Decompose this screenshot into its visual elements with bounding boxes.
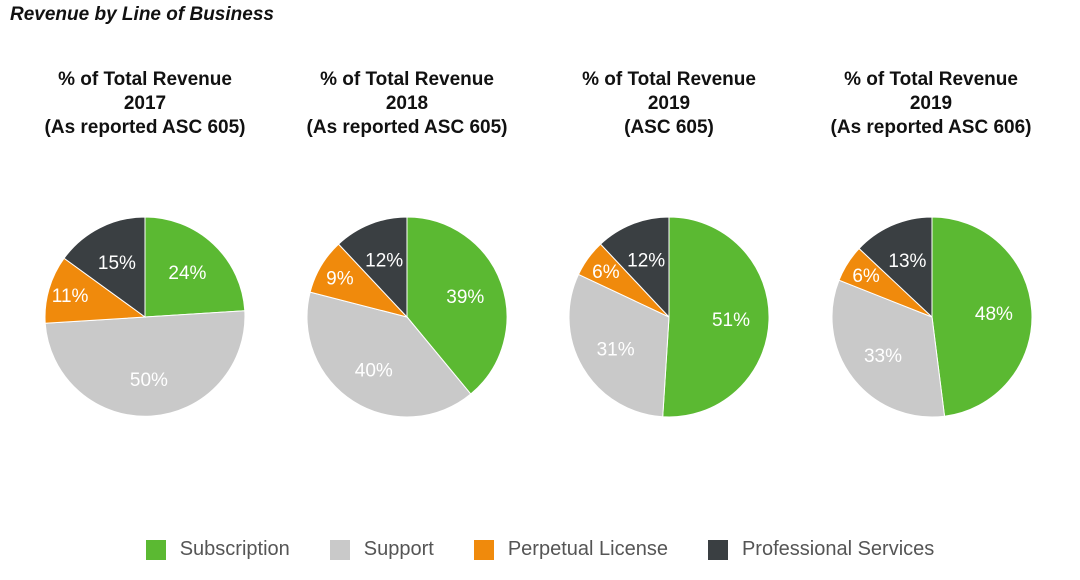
chart-title-line: 2018 xyxy=(385,93,429,114)
pie-slice-support xyxy=(306,291,472,418)
page-title: Revenue by Line of Business xyxy=(10,4,274,25)
chart-title-4: % of Total Revenue 2019 (As reported ASC… xyxy=(816,68,1046,140)
chart-title-line: (ASC 605) xyxy=(624,117,714,138)
chart-title-line: (As reported ASC 606) xyxy=(830,117,1032,138)
pie-data-label: 48% xyxy=(975,304,1013,325)
pie-slice-perpetual-license xyxy=(44,257,147,324)
pie-data-label: 51% xyxy=(712,310,750,331)
pie-data-label: 33% xyxy=(864,346,902,367)
pie-chart-1: 24% 50% 11% 15% xyxy=(44,216,246,417)
pie-slice-subscription xyxy=(931,216,1033,417)
legend-item-perpetual-license: Perpetual License xyxy=(473,538,668,561)
legend-swatch-professional-services xyxy=(707,539,728,560)
legend-item-professional-services: Professional Services xyxy=(707,538,935,561)
pie-chart-2: 39% 40% 9% 12% xyxy=(306,216,508,418)
legend-item-subscription: Subscription xyxy=(145,538,290,561)
pie-data-label: 11% xyxy=(52,286,89,307)
chart-title-line: 2019 xyxy=(909,93,953,114)
legend-label: Support xyxy=(363,538,434,560)
chart-title-line: (As reported ASC 605) xyxy=(306,117,508,138)
pie-slice-professional-services xyxy=(63,216,146,318)
pie-slice-support xyxy=(831,279,946,418)
pie-slice-support xyxy=(568,273,670,418)
chart-title-line: % of Total Revenue xyxy=(58,69,232,90)
chart-title-line: 2017 xyxy=(123,93,167,114)
legend-label: Perpetual License xyxy=(507,538,668,560)
pie-chart-3: 51% 31% 6% 12% xyxy=(568,216,770,418)
legend-swatch-subscription xyxy=(145,539,166,560)
pie-data-label: 12% xyxy=(365,250,403,271)
legend-label: Subscription xyxy=(179,538,290,560)
pie-data-label: 15% xyxy=(98,253,136,274)
chart-title-line: (As reported ASC 605) xyxy=(44,117,246,138)
chart-title-3: % of Total Revenue 2019 (ASC 605) xyxy=(554,68,784,140)
pie-data-label: 12% xyxy=(627,250,665,271)
chart-title-line: % of Total Revenue xyxy=(582,69,756,90)
pie-slice-subscription xyxy=(662,216,770,418)
chart-title-line: % of Total Revenue xyxy=(844,69,1018,90)
pie-data-label: 39% xyxy=(446,287,484,308)
pie-slice-support xyxy=(44,310,246,417)
pie-data-label: 6% xyxy=(852,266,880,287)
pie-slice-professional-services xyxy=(599,216,670,319)
legend-label: Professional Services xyxy=(741,538,935,560)
legend-swatch-perpetual-license xyxy=(473,539,494,560)
chart-title-line: % of Total Revenue xyxy=(320,69,494,90)
pie-data-label: 31% xyxy=(597,340,635,361)
pie-data-label: 24% xyxy=(168,263,206,284)
pie-data-label: 9% xyxy=(326,268,354,289)
pie-slice-subscription xyxy=(144,216,246,318)
pie-slice-professional-services xyxy=(337,216,408,319)
pie-slice-professional-services xyxy=(858,216,933,319)
pie-data-label: 40% xyxy=(355,360,393,381)
legend-item-support: Support xyxy=(329,538,434,561)
chart-title-1: % of Total Revenue 2017 (As reported ASC… xyxy=(30,68,260,140)
pie-data-label: 13% xyxy=(888,251,926,272)
legend: Subscription Support Perpetual License P… xyxy=(0,538,1080,561)
pie-data-label: 6% xyxy=(592,262,620,283)
chart-title-line: 2019 xyxy=(647,93,691,114)
legend-swatch-support xyxy=(329,539,350,560)
pie-data-label: 50% xyxy=(130,370,168,391)
chart-title-2: % of Total Revenue 2018 (As reported ASC… xyxy=(292,68,522,140)
pie-chart-4: 48% 33% 6% 13% xyxy=(831,216,1033,418)
pie-slice-subscription xyxy=(406,216,508,395)
